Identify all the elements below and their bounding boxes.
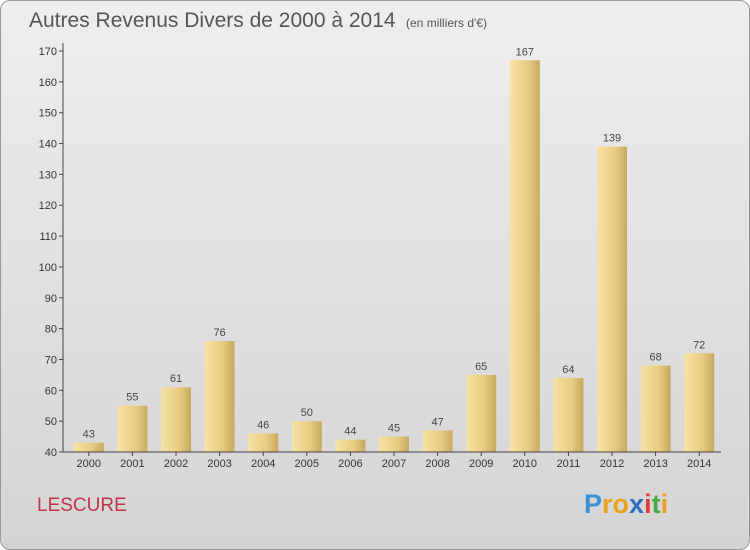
bar-2013 xyxy=(640,365,671,452)
chart-title: Autres Revenus Divers de 2000 à 2014 xyxy=(29,9,396,32)
bar-2005 xyxy=(291,421,322,452)
y-tick-label: 170 xyxy=(39,46,57,58)
bar-2001 xyxy=(117,405,148,452)
x-axis-ticks: 2000 2001 2002 2003 2004 2005 2006 2007 2008 2009… xyxy=(77,452,711,470)
logo-letter: i xyxy=(660,489,669,519)
value-labels: 43 55 61 76 46 50 44 45 47 65 167 64 139 68 72 xyxy=(83,46,706,440)
value-label: 72 xyxy=(693,339,705,351)
y-tick-label: 90 xyxy=(45,293,57,305)
title-row: Autres Revenus Divers de 2000 à 2014 (en… xyxy=(29,9,487,33)
y-tick-label: 160 xyxy=(39,77,57,89)
x-tick-label: 2013 xyxy=(643,458,667,470)
logo-letter: P xyxy=(584,489,603,519)
y-tick-label: 70 xyxy=(45,354,57,366)
place-name: LESCURE xyxy=(37,495,127,516)
bar-2008 xyxy=(422,430,453,452)
chart-unit: (en milliers d'€) xyxy=(406,16,487,30)
bar-2009 xyxy=(466,374,497,452)
logo-letter: x xyxy=(629,489,645,519)
value-label: 55 xyxy=(126,392,138,404)
value-label: 64 xyxy=(562,364,574,376)
value-label: 76 xyxy=(213,327,225,339)
y-tick-label: 110 xyxy=(39,231,57,243)
value-label: 46 xyxy=(257,419,269,431)
bars xyxy=(73,60,715,452)
logo-letter: i xyxy=(644,489,652,519)
bar-2000 xyxy=(73,442,104,452)
bar-2010 xyxy=(509,60,540,452)
x-tick-label: 2014 xyxy=(687,458,711,470)
value-label: 139 xyxy=(603,133,621,145)
y-tick-label: 60 xyxy=(45,385,57,397)
value-label: 61 xyxy=(170,373,182,385)
x-tick-label: 2001 xyxy=(120,458,144,470)
bar-2012 xyxy=(597,146,627,452)
bar-2014 xyxy=(684,353,715,452)
value-label: 47 xyxy=(431,416,443,428)
logo-letter: r xyxy=(602,489,613,519)
bar-2006 xyxy=(335,439,366,452)
value-label: 50 xyxy=(301,407,313,419)
x-tick-label: 2010 xyxy=(513,458,537,470)
y-tick-label: 40 xyxy=(45,447,57,459)
bar-2003 xyxy=(204,340,235,452)
value-label: 65 xyxy=(475,361,487,373)
bar-2011 xyxy=(553,377,584,452)
x-tick-label: 2012 xyxy=(600,458,624,470)
x-tick-label: 2002 xyxy=(164,458,188,470)
y-tick-label: 50 xyxy=(45,416,57,428)
x-tick-label: 2011 xyxy=(557,458,581,470)
bar-2007 xyxy=(379,436,409,452)
y-tick-label: 130 xyxy=(39,169,57,181)
value-label: 68 xyxy=(649,352,661,364)
logo-letter: t xyxy=(651,489,661,519)
bar-2004 xyxy=(248,433,279,452)
logo-letter: o xyxy=(612,489,630,519)
y-axis-ticks: 40 50 60 70 80 90 100 110 120 130 140 150 160 170 xyxy=(39,46,63,459)
y-tick-label: 140 xyxy=(39,139,57,151)
y-tick-label: 150 xyxy=(39,108,57,120)
y-tick-label: 120 xyxy=(39,200,57,212)
x-tick-label: 2000 xyxy=(77,458,101,470)
y-tick-label: 100 xyxy=(39,262,57,274)
x-tick-label: 2006 xyxy=(338,458,362,470)
proxiti-logo[interactable]: Proxiti xyxy=(584,489,668,520)
x-tick-label: 2004 xyxy=(251,458,275,470)
bar-2002 xyxy=(161,387,191,452)
value-label: 44 xyxy=(344,426,356,438)
x-tick-label: 2003 xyxy=(207,458,231,470)
x-tick-label: 2009 xyxy=(469,458,493,470)
value-label: 167 xyxy=(516,46,534,58)
value-label: 45 xyxy=(388,423,400,435)
value-label: 43 xyxy=(83,429,95,441)
x-tick-label: 2008 xyxy=(425,458,449,470)
y-tick-label: 80 xyxy=(45,324,57,336)
x-tick-label: 2005 xyxy=(295,458,319,470)
x-tick-label: 2007 xyxy=(382,458,406,470)
